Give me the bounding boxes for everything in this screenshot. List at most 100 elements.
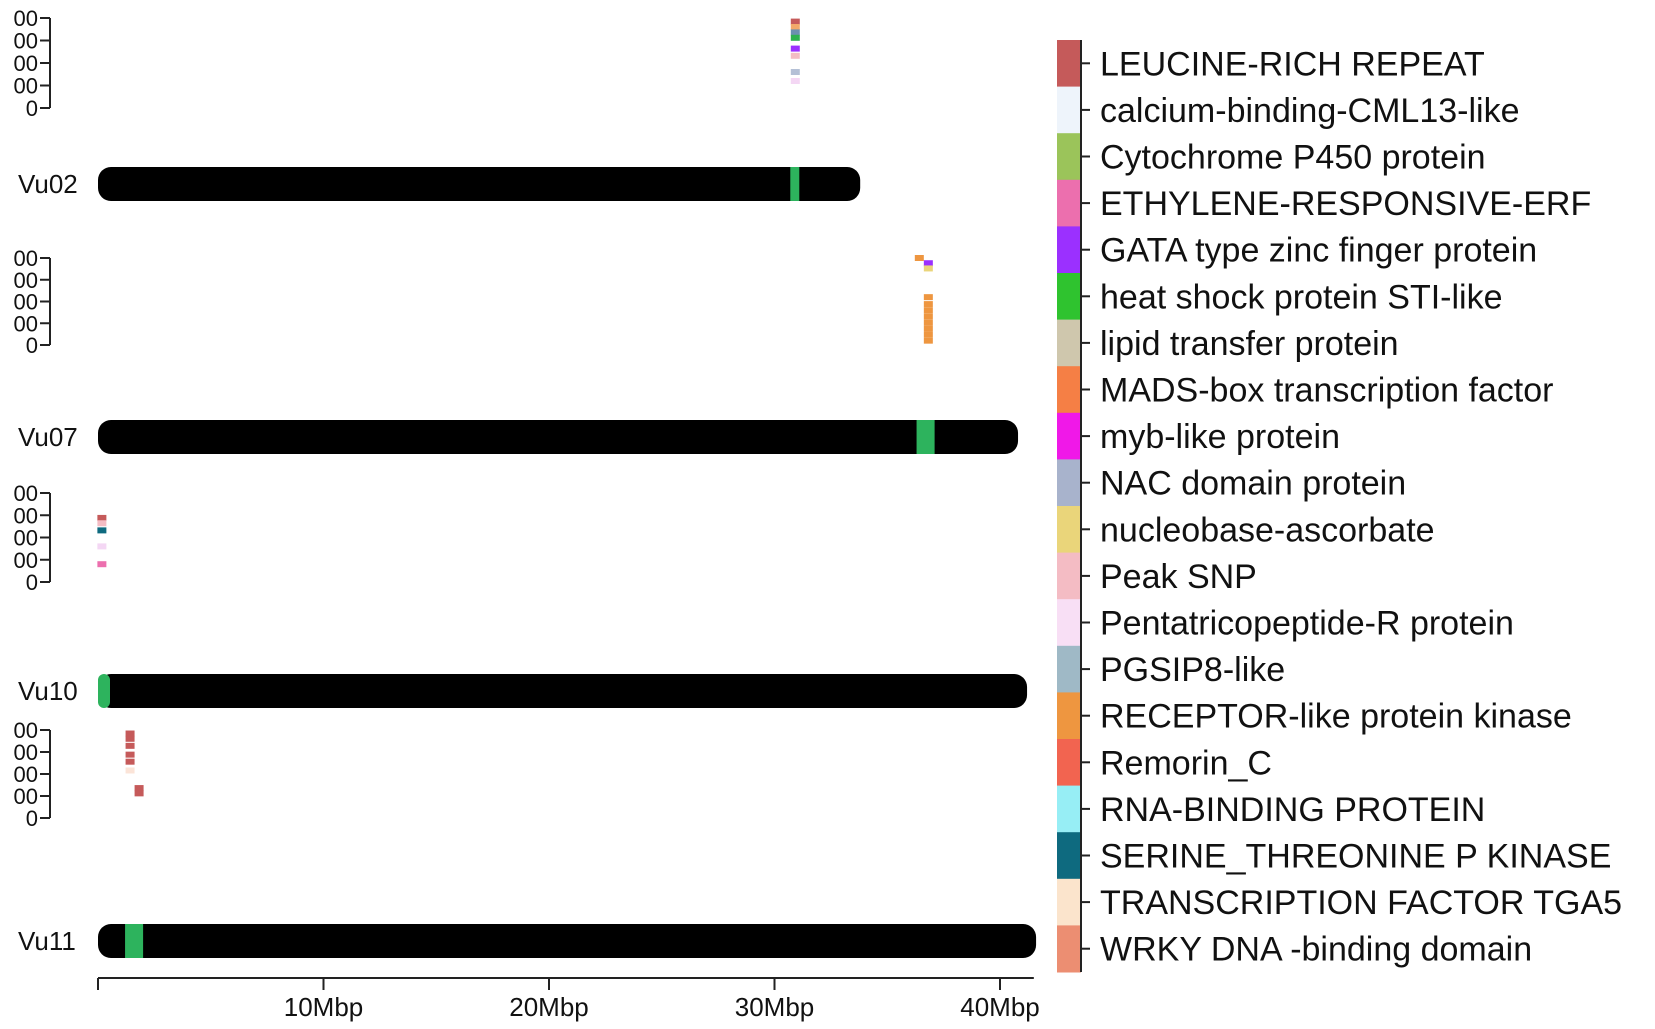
highlight-region bbox=[98, 674, 110, 708]
legend-swatch bbox=[1057, 179, 1081, 227]
track-tick-label: 00 bbox=[14, 29, 38, 54]
legend: LEUCINE-RICH REPEAT calcium-binding-CML13… bbox=[1057, 40, 1622, 973]
legend-label: RECEPTOR-like protein kinase bbox=[1100, 698, 1572, 736]
legend-swatch bbox=[1057, 40, 1081, 88]
gene-marker bbox=[125, 767, 135, 774]
track-tick-label: 00 bbox=[14, 718, 38, 743]
legend-label: NAC domain protein bbox=[1100, 465, 1406, 503]
legend-label: heat shock protein STI-like bbox=[1100, 278, 1503, 316]
gene-marker bbox=[923, 260, 933, 267]
track-tick-label: 00 bbox=[14, 290, 38, 315]
legend-label: Peak SNP bbox=[1100, 558, 1257, 596]
gene-marker bbox=[923, 313, 933, 320]
legend-swatch bbox=[1057, 785, 1081, 833]
highlight-region bbox=[790, 167, 800, 201]
legend-swatch bbox=[1057, 739, 1081, 787]
legend-swatch bbox=[1057, 692, 1081, 740]
gene-marker bbox=[923, 319, 933, 326]
gene-marker bbox=[790, 18, 800, 25]
legend-swatch bbox=[1057, 133, 1081, 181]
legend-swatch bbox=[1057, 599, 1081, 647]
track-tick-label: 00 bbox=[14, 481, 38, 506]
gene-marker bbox=[125, 742, 135, 749]
track-tick-label: 00 bbox=[14, 268, 38, 293]
chromosome-tracks: 000000000Vu02000000000Vu07000000000Vu100… bbox=[14, 6, 1037, 958]
x-tick-label: 30Mbp bbox=[735, 992, 815, 1022]
chromosome-label: Vu11 bbox=[18, 926, 76, 956]
track-tick-label: 00 bbox=[14, 51, 38, 76]
legend-label: SERINE_THREONINE P KINASE bbox=[1100, 838, 1611, 876]
legend-swatch bbox=[1057, 412, 1081, 460]
gene-marker bbox=[125, 730, 135, 737]
track-tick-label: 00 bbox=[14, 762, 38, 787]
gene-marker bbox=[790, 69, 800, 75]
legend-label: lipid transfer protein bbox=[1100, 325, 1399, 363]
gene-marker bbox=[97, 514, 107, 521]
legend-label: RNA-BINDING PROTEIN bbox=[1100, 791, 1485, 829]
legend-label: Cytochrome P450 protein bbox=[1100, 139, 1486, 177]
gene-marker bbox=[97, 543, 107, 550]
chromosome-body bbox=[98, 420, 1019, 454]
track-tick-label: 0 bbox=[26, 333, 38, 358]
x-tick-label: 40Mbp bbox=[960, 992, 1040, 1022]
legend-swatch bbox=[1057, 832, 1081, 880]
chromosome-body bbox=[98, 674, 1028, 708]
gene-marker bbox=[125, 735, 135, 742]
gene-marker bbox=[923, 307, 933, 314]
track-tick-label: 00 bbox=[14, 311, 38, 336]
gene-marker bbox=[134, 790, 144, 797]
gene-marker bbox=[97, 561, 107, 568]
legend-label: TRANSCRIPTION FACTOR TGA5 bbox=[1100, 884, 1622, 922]
gene-marker bbox=[97, 520, 107, 527]
track-tick-label: 0 bbox=[26, 806, 38, 831]
gene-marker bbox=[923, 331, 933, 338]
track-tick-label: 00 bbox=[14, 784, 38, 809]
track-tick-label: 00 bbox=[14, 246, 38, 271]
gene-marker bbox=[923, 301, 933, 308]
legend-swatch bbox=[1057, 319, 1081, 367]
legend-swatch bbox=[1057, 878, 1081, 926]
legend-swatch bbox=[1057, 506, 1081, 554]
track-tick-label: 00 bbox=[14, 548, 38, 573]
gene-marker bbox=[125, 751, 135, 758]
gene-marker bbox=[790, 34, 800, 41]
highlight-region bbox=[916, 420, 935, 454]
track-tick-label: 00 bbox=[14, 740, 38, 765]
chromosome-body bbox=[98, 167, 861, 201]
x-axis: 10Mbp 20Mbp 30Mbp 40Mbp bbox=[97, 977, 1040, 1022]
legend-swatch bbox=[1057, 459, 1081, 507]
gene-marker bbox=[790, 78, 800, 84]
legend-label: MADS-box transcription factor bbox=[1100, 372, 1554, 410]
gene-marker bbox=[914, 255, 924, 261]
legend-swatch bbox=[1057, 925, 1081, 973]
track-tick-label: 00 bbox=[14, 6, 38, 31]
gene-marker bbox=[134, 785, 144, 792]
gene-marker bbox=[125, 758, 135, 765]
gene-marker bbox=[790, 52, 800, 59]
gene-marker bbox=[923, 325, 933, 332]
legend-swatch bbox=[1057, 552, 1081, 600]
chromosome-label: Vu02 bbox=[18, 169, 78, 199]
chromosome-label: Vu07 bbox=[18, 422, 78, 452]
legend-swatch bbox=[1057, 273, 1081, 321]
x-tick-label: 10Mbp bbox=[284, 992, 364, 1022]
track-tick-label: 00 bbox=[14, 74, 38, 99]
legend-swatch bbox=[1057, 645, 1081, 693]
legend-label: Pentatricopeptide-R protein bbox=[1100, 605, 1514, 643]
track-tick-label: 0 bbox=[26, 570, 38, 595]
legend-label: myb-like protein bbox=[1100, 418, 1340, 456]
legend-label: ETHYLENE-RESPONSIVE-ERF bbox=[1100, 185, 1591, 223]
gene-marker bbox=[923, 265, 933, 272]
legend-swatch bbox=[1057, 226, 1081, 274]
chromosome-body bbox=[98, 924, 1037, 958]
legend-swatch bbox=[1057, 86, 1081, 134]
legend-label: LEUCINE-RICH REPEAT bbox=[1100, 45, 1485, 83]
track-tick-label: 00 bbox=[14, 526, 38, 551]
legend-label: Remorin_C bbox=[1100, 744, 1272, 782]
gene-marker bbox=[923, 337, 933, 344]
track-tick-label: 00 bbox=[14, 503, 38, 528]
